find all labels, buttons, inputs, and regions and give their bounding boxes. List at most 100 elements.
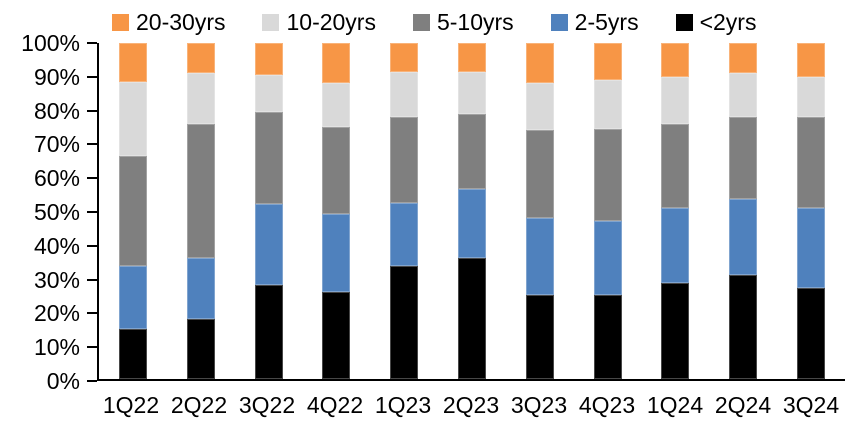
- legend-swatch-icon: [412, 13, 430, 31]
- y-axis-tick-label: 30%: [33, 266, 80, 293]
- bar-slot-3Q23: [506, 43, 574, 379]
- bar-slot-4Q22: [302, 43, 370, 379]
- bar-segment-5-10yrs: [186, 123, 215, 259]
- y-axis-tick-label: 60%: [33, 165, 80, 192]
- bar-segment-2-5yrs: [525, 217, 554, 295]
- y-axis-tick: [87, 109, 97, 112]
- y-axis-tick: [87, 42, 97, 44]
- bar-segment-10-20yrs: [593, 79, 622, 129]
- y-axis-tick: [87, 346, 97, 349]
- x-axis-label: 3Q23: [510, 392, 568, 418]
- y-axis-tick-label: 70%: [33, 131, 80, 158]
- x-axis-label: 4Q22: [306, 392, 364, 418]
- bar-slot-4Q23: [574, 43, 642, 379]
- y-axis-tick: [87, 143, 97, 146]
- y-axis-tick: [87, 211, 97, 213]
- bar-segment-5-10yrs: [390, 116, 419, 203]
- bar-segment-20-30yrs: [390, 43, 419, 72]
- bar-segment-<2yrs: [457, 258, 486, 379]
- y-axis-tick-label: 40%: [33, 232, 80, 259]
- bar-segment-<2yrs: [525, 295, 554, 379]
- bar-4Q23: [593, 43, 622, 379]
- bar-segment-5-10yrs: [525, 130, 554, 218]
- bar-slot-1Q24: [642, 43, 710, 379]
- legend-swatch-icon: [112, 13, 129, 31]
- bar-slot-1Q22: [99, 43, 167, 379]
- bar-2Q22: [186, 43, 215, 379]
- bar-segment-5-10yrs: [729, 116, 758, 200]
- bar-segment-20-30yrs: [797, 43, 826, 77]
- bar-segment-2-5yrs: [390, 202, 419, 267]
- bar-segment-<2yrs: [254, 284, 283, 379]
- bar-slot-2Q24: [709, 43, 777, 379]
- bar-segment-<2yrs: [797, 288, 826, 379]
- legend-swatch-icon: [550, 13, 568, 31]
- bar-segment-10-20yrs: [729, 73, 758, 117]
- legend-label: 2-5yrs: [574, 9, 639, 35]
- bar-segment-5-10yrs: [593, 128, 622, 222]
- bar-segment-5-10yrs: [797, 116, 826, 208]
- bar-slot-2Q22: [167, 43, 235, 379]
- legend-item: 20-30yrs: [112, 9, 225, 35]
- bar-segment-<2yrs: [593, 295, 622, 379]
- bar-segment-20-30yrs: [254, 43, 283, 75]
- bar-segment-10-20yrs: [390, 71, 419, 117]
- x-axis-label: 3Q22: [238, 392, 296, 418]
- x-axis-label: 1Q24: [646, 392, 704, 418]
- legend-swatch-icon: [262, 13, 280, 31]
- bar-1Q22: [118, 43, 147, 379]
- y-axis-tick-label: 90%: [33, 63, 80, 90]
- bar-4Q22: [322, 43, 351, 379]
- y-axis-tick-label: 10%: [33, 334, 80, 361]
- y-axis-tick-label: 0%: [46, 368, 80, 394]
- legend-swatch-icon: [675, 13, 693, 31]
- bar-3Q23: [525, 43, 554, 379]
- bar-segment-<2yrs: [322, 291, 351, 379]
- bar-segment-20-30yrs: [593, 43, 622, 80]
- bar-1Q24: [661, 43, 690, 379]
- bar-segment-10-20yrs: [322, 83, 351, 128]
- legend-label: 10-20yrs: [286, 9, 376, 35]
- bar-2Q24: [729, 43, 758, 379]
- bar-segment-20-30yrs: [457, 43, 486, 72]
- bar-slot-1Q23: [370, 43, 438, 379]
- bar-slot-3Q24: [777, 43, 845, 379]
- legend-item: <2yrs: [675, 9, 757, 35]
- bar-segment-10-20yrs: [186, 73, 215, 124]
- x-axis-label: 1Q23: [374, 392, 432, 418]
- x-axis-label: 2Q22: [170, 392, 228, 418]
- bar-segment-<2yrs: [118, 328, 147, 379]
- y-axis-tick: [87, 244, 97, 247]
- bar-segment-2-5yrs: [118, 266, 147, 329]
- bar-segment-2-5yrs: [661, 207, 690, 284]
- y-axis-tick-label: 50%: [33, 199, 80, 225]
- y-axis-tick-label: 80%: [33, 97, 80, 124]
- bar-3Q22: [254, 43, 283, 379]
- bar-segment-<2yrs: [390, 266, 419, 379]
- bar-segment-10-20yrs: [254, 74, 283, 112]
- bar-segment-5-10yrs: [457, 113, 486, 190]
- bar-segment-10-20yrs: [797, 76, 826, 117]
- bar-segment-2-5yrs: [797, 207, 826, 289]
- y-axis-tick: [87, 177, 97, 180]
- bar-segment-<2yrs: [729, 274, 758, 379]
- chart-legend: 20-30yrs 10-20yrs 5-10yrs 2-5yrs <2yrs: [112, 9, 756, 35]
- y-axis-tick-label: 100%: [21, 30, 80, 56]
- bar-segment-2-5yrs: [729, 199, 758, 275]
- bar-segment-2-5yrs: [254, 204, 283, 285]
- bar-1Q23: [390, 43, 419, 379]
- legend-item: 2-5yrs: [550, 9, 639, 35]
- bar-2Q23: [457, 43, 486, 379]
- bar-segment-<2yrs: [186, 318, 215, 379]
- legend-label: <2yrs: [699, 9, 757, 35]
- bar-segment-20-30yrs: [118, 43, 147, 82]
- bar-segment-5-10yrs: [254, 111, 283, 205]
- bar-segment-2-5yrs: [457, 189, 486, 259]
- bar-segment-10-20yrs: [525, 83, 554, 131]
- bar-segment-20-30yrs: [186, 43, 215, 74]
- y-axis-tick-label: 20%: [33, 300, 80, 327]
- bar-segment-20-30yrs: [322, 43, 351, 84]
- bar-segment-5-10yrs: [118, 155, 147, 267]
- x-axis-label: 2Q23: [442, 392, 500, 418]
- legend-label: 5-10yrs: [436, 9, 514, 35]
